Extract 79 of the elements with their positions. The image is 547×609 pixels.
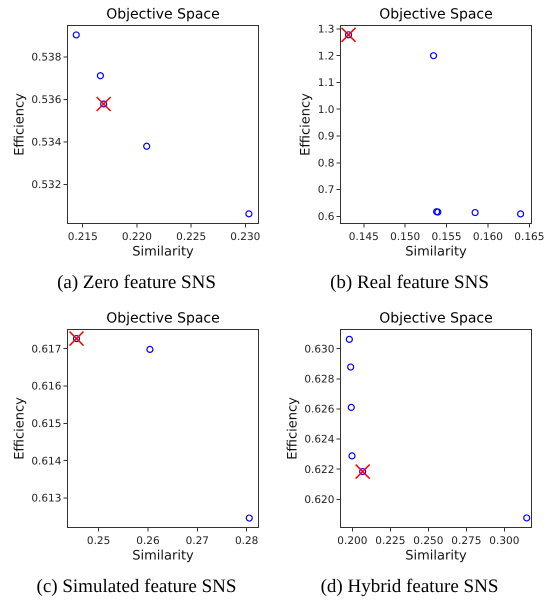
point (246, 514, 253, 522)
x-axis-title: Similarity (405, 548, 468, 564)
y-tick-label: 0.617 (31, 343, 62, 356)
y-tick-label: 0.630 (304, 343, 334, 356)
point (516, 210, 524, 218)
x-tick-label: 0.165 (514, 231, 544, 244)
point (523, 514, 530, 522)
point (348, 452, 356, 460)
y-tick-label: 1.3 (318, 24, 334, 36)
chart-title: Objective Space (106, 310, 220, 326)
chart-title: Objective Space (379, 6, 493, 22)
point (100, 100, 108, 108)
point (341, 27, 356, 43)
point (347, 363, 354, 371)
point (430, 52, 438, 60)
point (96, 72, 104, 80)
x-tick-label: 0.28 (234, 535, 258, 548)
y-axis-title: Efficiency (298, 92, 314, 156)
x-tick-label: 0.230 (230, 231, 260, 244)
chart-title: Objective Space (106, 6, 220, 22)
y-tick-label: 0.7 (318, 184, 334, 196)
y-tick-label: 0.532 (31, 179, 62, 192)
point (146, 346, 154, 353)
y-tick-label: 0.8 (318, 157, 334, 170)
y-tick-label: 0.615 (31, 418, 62, 430)
point (72, 31, 80, 39)
point (245, 210, 252, 218)
x-axis-title: Similarity (132, 244, 194, 260)
y-axis-title: Efficiency (285, 396, 300, 460)
x-tick-label: 0.215 (68, 231, 98, 244)
x-axis-title: Similarity (405, 244, 468, 260)
point (143, 142, 150, 150)
text: (d) Hybrid feature SNS (320, 576, 500, 598)
point (359, 468, 366, 476)
x-tick-label: 0.145 (348, 231, 379, 244)
chart-title: Objective Space (379, 310, 493, 326)
y-tick-label: 0.6 (318, 210, 335, 223)
y-tick-label: 0.622 (304, 464, 334, 476)
x-tick-label: 0.25 (86, 535, 110, 548)
point (348, 404, 355, 412)
x-tick-label: 0.200 (337, 535, 368, 548)
x-axis-title: Similarity (132, 548, 194, 564)
x-tick-label: 0.27 (186, 535, 209, 548)
x-tick-label: 0.225 (375, 535, 406, 548)
x-tick-label: 0.250 (413, 535, 444, 548)
y-tick-label: 0.534 (31, 136, 62, 149)
x-tick-label: 0.225 (176, 231, 206, 244)
x-tick-label: 0.26 (136, 535, 160, 548)
point (346, 336, 353, 343)
x-tick-label: 0.220 (122, 231, 152, 244)
y-axis-title: Efficiency (12, 92, 28, 156)
y-tick-label: 1.1 (318, 77, 334, 90)
y-axis-title: Efficiency (12, 396, 28, 460)
x-tick-label: 0.150 (390, 231, 420, 244)
y-tick-label: 0.9 (318, 130, 334, 143)
point (354, 464, 370, 480)
y-tick-label: 0.536 (31, 94, 62, 106)
y-tick-label: 0.628 (304, 373, 334, 386)
y-tick-label: 0.624 (304, 434, 335, 446)
point (68, 330, 84, 346)
point (96, 96, 112, 112)
text: (a) Zero feature SNS (56, 272, 217, 294)
y-tick-label: 0.538 (31, 52, 62, 64)
y-tick-label: 0.613 (31, 492, 62, 505)
x-tick-label: 0.160 (472, 231, 503, 244)
point (72, 334, 80, 342)
x-tick-label: 0.300 (489, 535, 520, 548)
text: (c) Simulated feature SNS (36, 576, 238, 598)
point (472, 208, 479, 216)
y-tick-label: 1.0 (318, 104, 334, 116)
x-tick-label: 0.155 (432, 231, 462, 244)
text: (b) Real feature SNS (329, 272, 490, 294)
y-tick-label: 0.626 (304, 404, 335, 416)
point (344, 31, 352, 38)
x-tick-label: 0.275 (451, 535, 482, 548)
y-tick-label: 0.616 (31, 380, 62, 393)
y-tick-label: 0.614 (31, 455, 62, 468)
y-tick-label: 0.620 (304, 494, 334, 506)
y-tick-label: 1.2 (318, 50, 334, 62)
